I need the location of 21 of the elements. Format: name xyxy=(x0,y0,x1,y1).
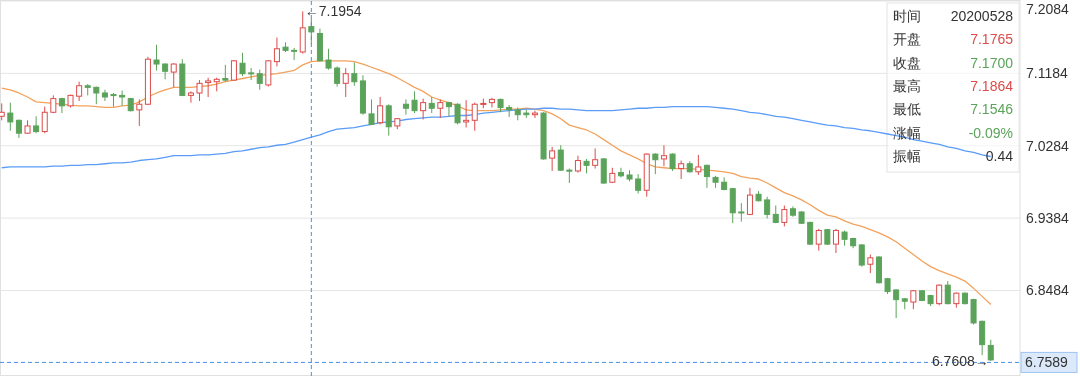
tooltip-label: 时间 xyxy=(893,8,921,24)
tooltip-label: 最低 xyxy=(893,101,921,118)
y-tick-label: 7.1184 xyxy=(1026,65,1068,82)
y-tick-label: 6.9384 xyxy=(1026,210,1069,227)
tooltip-label: 收盘 xyxy=(893,54,921,71)
y-tick-label: 7.0284 xyxy=(1026,137,1069,154)
tooltip-label: 振幅 xyxy=(893,147,921,164)
ref-label: 6.7589 xyxy=(1025,354,1068,371)
tooltip-value: 20200528 xyxy=(950,8,1013,24)
annotation: ←7.1954 xyxy=(304,3,362,20)
y-tick-label: 7.2084 xyxy=(1026,1,1069,17)
tooltip-value: -0.09% xyxy=(968,124,1013,141)
y-tick-label: 6.8484 xyxy=(1026,282,1069,299)
tooltip-value: 7.1546 xyxy=(970,101,1013,118)
tooltip-value: 7.1765 xyxy=(970,31,1013,48)
tooltip-label: 开盘 xyxy=(893,31,921,48)
annotation: 6.7608→ xyxy=(931,352,989,369)
tooltip-value: 7.1700 xyxy=(970,54,1013,71)
tooltip-label: 最高 xyxy=(893,77,921,94)
tooltip-value: 7.1864 xyxy=(970,77,1013,94)
tooltip-value: 0.44 xyxy=(985,147,1013,164)
